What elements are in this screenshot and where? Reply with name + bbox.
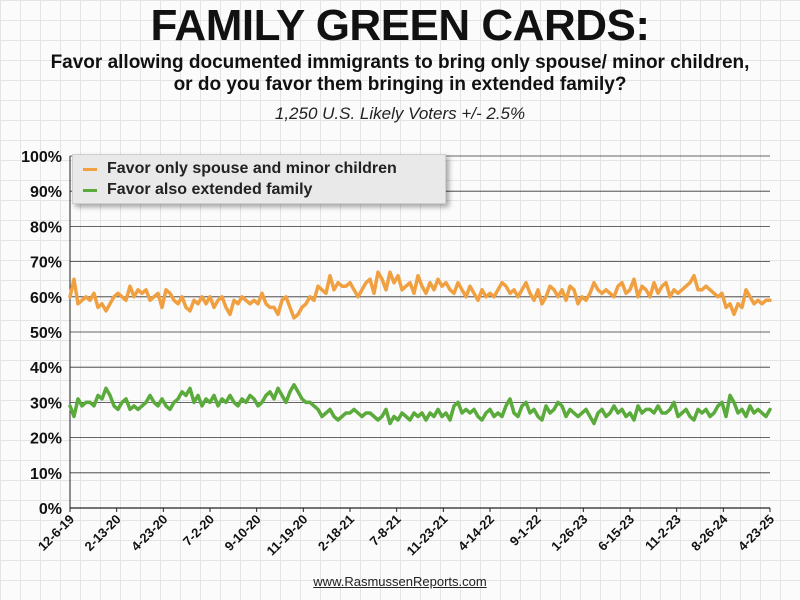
legend-swatch-spouse — [83, 167, 97, 171]
y-tick-label: 80% — [30, 219, 62, 236]
x-tick-label: 8-26-24 — [688, 511, 731, 554]
legend-item-spouse: Favor only spouse and minor children — [83, 158, 397, 180]
series-line-extended — [68, 383, 772, 426]
legend-swatch-extended — [83, 188, 97, 192]
source-link[interactable]: www.RasmussenReports.com — [313, 574, 487, 589]
x-tick-label: 11-19-20 — [264, 512, 311, 559]
y-tick-label: 90% — [30, 184, 62, 201]
x-tick-label: 7-2-20 — [180, 512, 217, 549]
x-tick-label: 2-13-20 — [81, 512, 123, 554]
y-tick-label: 40% — [30, 360, 62, 377]
y-tick-label: 30% — [30, 395, 62, 412]
y-tick-label: 10% — [30, 466, 62, 483]
legend-label-spouse: Favor only spouse and minor children — [107, 160, 397, 177]
chart-title: FAMILY GREEN CARDS: — [150, 1, 650, 50]
x-tick-label: 4-14-22 — [455, 512, 497, 554]
x-tick-label: 7-8-21 — [367, 512, 404, 549]
x-tick-label: 6-15-23 — [595, 512, 637, 554]
x-tick-label: 4-23-25 — [735, 512, 777, 554]
x-tick-label: 11-2-23 — [642, 512, 684, 554]
legend: Favor only spouse and minor children Fav… — [72, 154, 446, 204]
y-tick-label: 70% — [30, 255, 62, 272]
legend-item-extended: Favor also extended family — [83, 179, 312, 201]
x-tick-label: 9-10-20 — [221, 512, 263, 554]
x-tick-label: 11-23-21 — [404, 512, 451, 559]
series-line-spouse — [68, 270, 772, 320]
x-tick-label: 2-18-21 — [315, 512, 357, 554]
y-tick-label: 50% — [30, 325, 62, 342]
y-tick-label: 100% — [21, 149, 62, 166]
x-tick-label: 9-1-22 — [507, 512, 544, 549]
y-tick-label: 0% — [39, 501, 62, 518]
legend-label-extended: Favor also extended family — [107, 181, 313, 198]
sample-note: 1,250 U.S. Likely Voters +/- 2.5% — [274, 104, 526, 123]
y-tick-label: 20% — [30, 431, 62, 448]
source-footer[interactable]: www.RasmussenReports.com — [0, 574, 800, 589]
y-tick-label: 60% — [30, 290, 62, 307]
x-tick-label: 1-26-23 — [548, 512, 590, 554]
chart-subtitle: Favor allowing documented immigrants to … — [50, 52, 750, 95]
x-tick-label: 4-23-20 — [128, 512, 170, 554]
